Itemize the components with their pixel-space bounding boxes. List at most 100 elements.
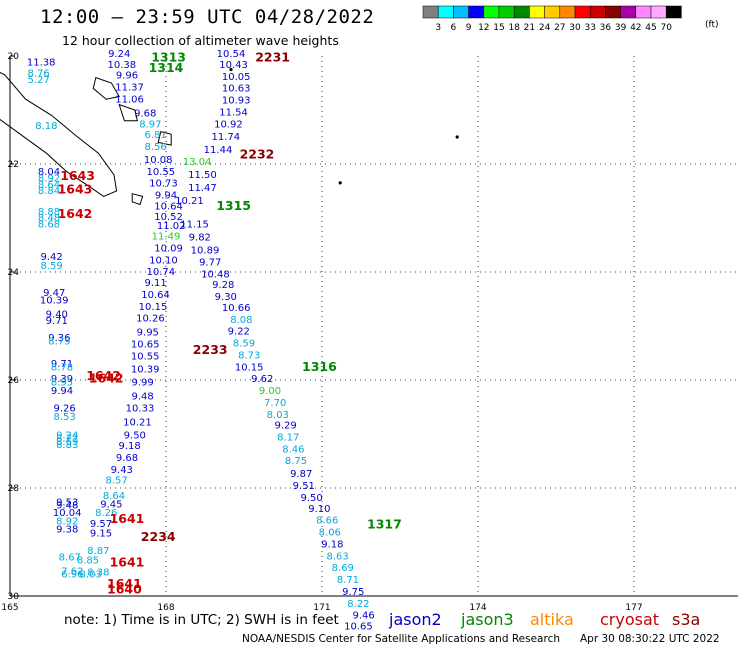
wave-height-point: 9.77 — [199, 258, 221, 269]
wave-height-point: 10.54 — [217, 49, 246, 60]
wave-height-point: 8.78 — [51, 362, 73, 373]
wave-height-point: 10.52 — [154, 212, 183, 223]
wave-height-point: 10.74 — [146, 267, 175, 278]
wave-height-point: 6.96 — [61, 570, 83, 581]
wave-height-point: 8.76 — [27, 69, 49, 80]
wave-height-point: 11.47 — [188, 183, 217, 194]
wave-height-point: 9.48 — [56, 501, 78, 512]
wave-height-point: 9.68 — [134, 108, 156, 119]
x-tick-label: 165 — [1, 603, 18, 613]
page-title: 12:00 – 23:59 UTC 04/28/2022 — [40, 6, 375, 28]
wave-height-point: 8.56 — [144, 142, 166, 153]
colorbar-tick-label: 70 — [660, 23, 672, 33]
colorbar-tick-label: 24 — [539, 23, 551, 33]
pass-time-label: 1640 — [107, 581, 142, 596]
wave-height-point: 6.81 — [144, 130, 166, 141]
wave-height-point: 10.65 — [131, 340, 160, 351]
pass-time-label: 1315 — [216, 198, 251, 213]
wave-height-point: 9.15 — [90, 529, 112, 540]
wave-height-point: 10.10 — [149, 255, 178, 266]
wave-height-point: 8.69 — [332, 563, 354, 574]
wave-height-point: 10.55 — [146, 167, 175, 178]
wave-height-point: 9.22 — [228, 327, 250, 338]
wave-height-point: 10.64 — [141, 290, 170, 301]
wave-height-point: 8.64 — [103, 491, 125, 502]
wave-height-point: 10.39 — [40, 295, 69, 306]
page-subtitle: 12 hour collection of altimeter wave hei… — [62, 33, 339, 48]
wave-height-point: 11.38 — [27, 58, 56, 69]
legend-s3a: s3a — [672, 610, 701, 629]
wave-height-point: 9.50 — [300, 493, 322, 504]
colorbar-tick-label: 27 — [554, 23, 565, 33]
island-marker — [338, 181, 342, 185]
colorbar-tick-label: 6 — [451, 23, 457, 33]
pass-time-label: 2232 — [240, 147, 275, 162]
wave-height-point: 8.59 — [233, 339, 255, 350]
colorbar-tick-label: 9 — [466, 23, 472, 33]
wave-height-point: 8.69 — [56, 437, 78, 448]
wave-height-point: 9.71 — [46, 316, 68, 327]
wave-height-point: 8.97 — [139, 119, 161, 130]
wave-height-point: 9.10 — [308, 504, 330, 515]
wave-height-point: 9.00 — [259, 386, 281, 397]
colorbar-tick-label: 15 — [493, 23, 504, 33]
colorbar-tick-label: 18 — [508, 23, 520, 33]
wave-height-point: 9.36 — [48, 333, 70, 344]
wave-height-point: 11.74 — [211, 132, 240, 143]
wave-height-point: 9.29 — [274, 421, 296, 432]
wave-height-point: 8.04 — [38, 167, 60, 178]
wave-height-point: 8.92 — [38, 173, 60, 184]
wave-height-point: 9.46 — [352, 611, 374, 622]
wave-height-point: 8.06 — [319, 528, 341, 539]
wave-height-point: 5.27 — [27, 75, 49, 86]
wave-height-point: 11.06 — [115, 94, 144, 105]
y-tick-label: 30 — [8, 592, 20, 602]
wave-height-point: 8.26 — [95, 508, 117, 519]
wave-height-point: 9.39 — [51, 374, 73, 385]
pass-time-label: 1642 — [58, 206, 93, 221]
wave-height-point: 10.63 — [222, 84, 251, 95]
wave-height-point: 10.48 — [201, 269, 230, 280]
pass-time-label: 1316 — [302, 359, 337, 374]
wave-height-point: 8.66 — [316, 516, 338, 527]
wave-height-point: 9.51 — [293, 481, 315, 492]
colorbar-tick-label: 45 — [645, 23, 656, 33]
coastline — [92, 76, 120, 100]
legend-altika: altika — [530, 610, 574, 629]
wave-height-point: 9.47 — [43, 288, 65, 299]
wave-height-point: 8.71 — [337, 575, 359, 586]
wave-height-point: 10.38 — [107, 60, 136, 71]
wave-height-point: 9.40 — [46, 309, 68, 320]
wave-height-point: 9.28 — [212, 280, 234, 291]
wave-height-point: 11.02 — [157, 221, 186, 232]
wave-height-point: 9.53 — [56, 497, 78, 508]
wave-height-point: 10.73 — [149, 179, 178, 190]
wave-height-point: 8.64 — [38, 180, 60, 191]
wave-height-point: 8.03 — [79, 570, 101, 581]
wave-height-point: 10.21 — [175, 196, 204, 207]
wave-height-point: 9.99 — [131, 377, 153, 388]
wave-height-point: 10.33 — [126, 403, 155, 414]
pass-time-label: 1642 — [89, 371, 124, 386]
wave-height-point: 9.43 — [111, 465, 133, 476]
colorbar-tick-label: 3 — [435, 23, 441, 33]
x-tick-label: 174 — [469, 603, 486, 613]
pass-time-label: 1642 — [86, 368, 121, 383]
pass-time-label: 1313 — [151, 49, 186, 64]
wave-height-point: 9.57 — [90, 519, 112, 530]
island-marker — [455, 135, 459, 139]
colorbar-unit: (ft) — [705, 20, 719, 30]
wave-height-point: 7.62 — [61, 566, 83, 577]
wave-height-point: 9.94 — [155, 191, 177, 202]
footer-credit: NOAA/NESDIS Center for Satellite Applica… — [242, 633, 560, 645]
wave-height-point: 11.44 — [204, 145, 233, 156]
wave-height-point: 10.55 — [131, 351, 160, 362]
wave-height-point: 9.50 — [124, 430, 146, 441]
wave-height-point: 8.08 — [230, 315, 252, 326]
y-tick-label: 24 — [8, 268, 20, 278]
pass-time-label: 1641 — [110, 511, 145, 526]
wave-height-point: 9.45 — [100, 499, 122, 510]
pass-time-label: 2234 — [141, 529, 176, 544]
legend-jason3: jason3 — [461, 610, 514, 629]
